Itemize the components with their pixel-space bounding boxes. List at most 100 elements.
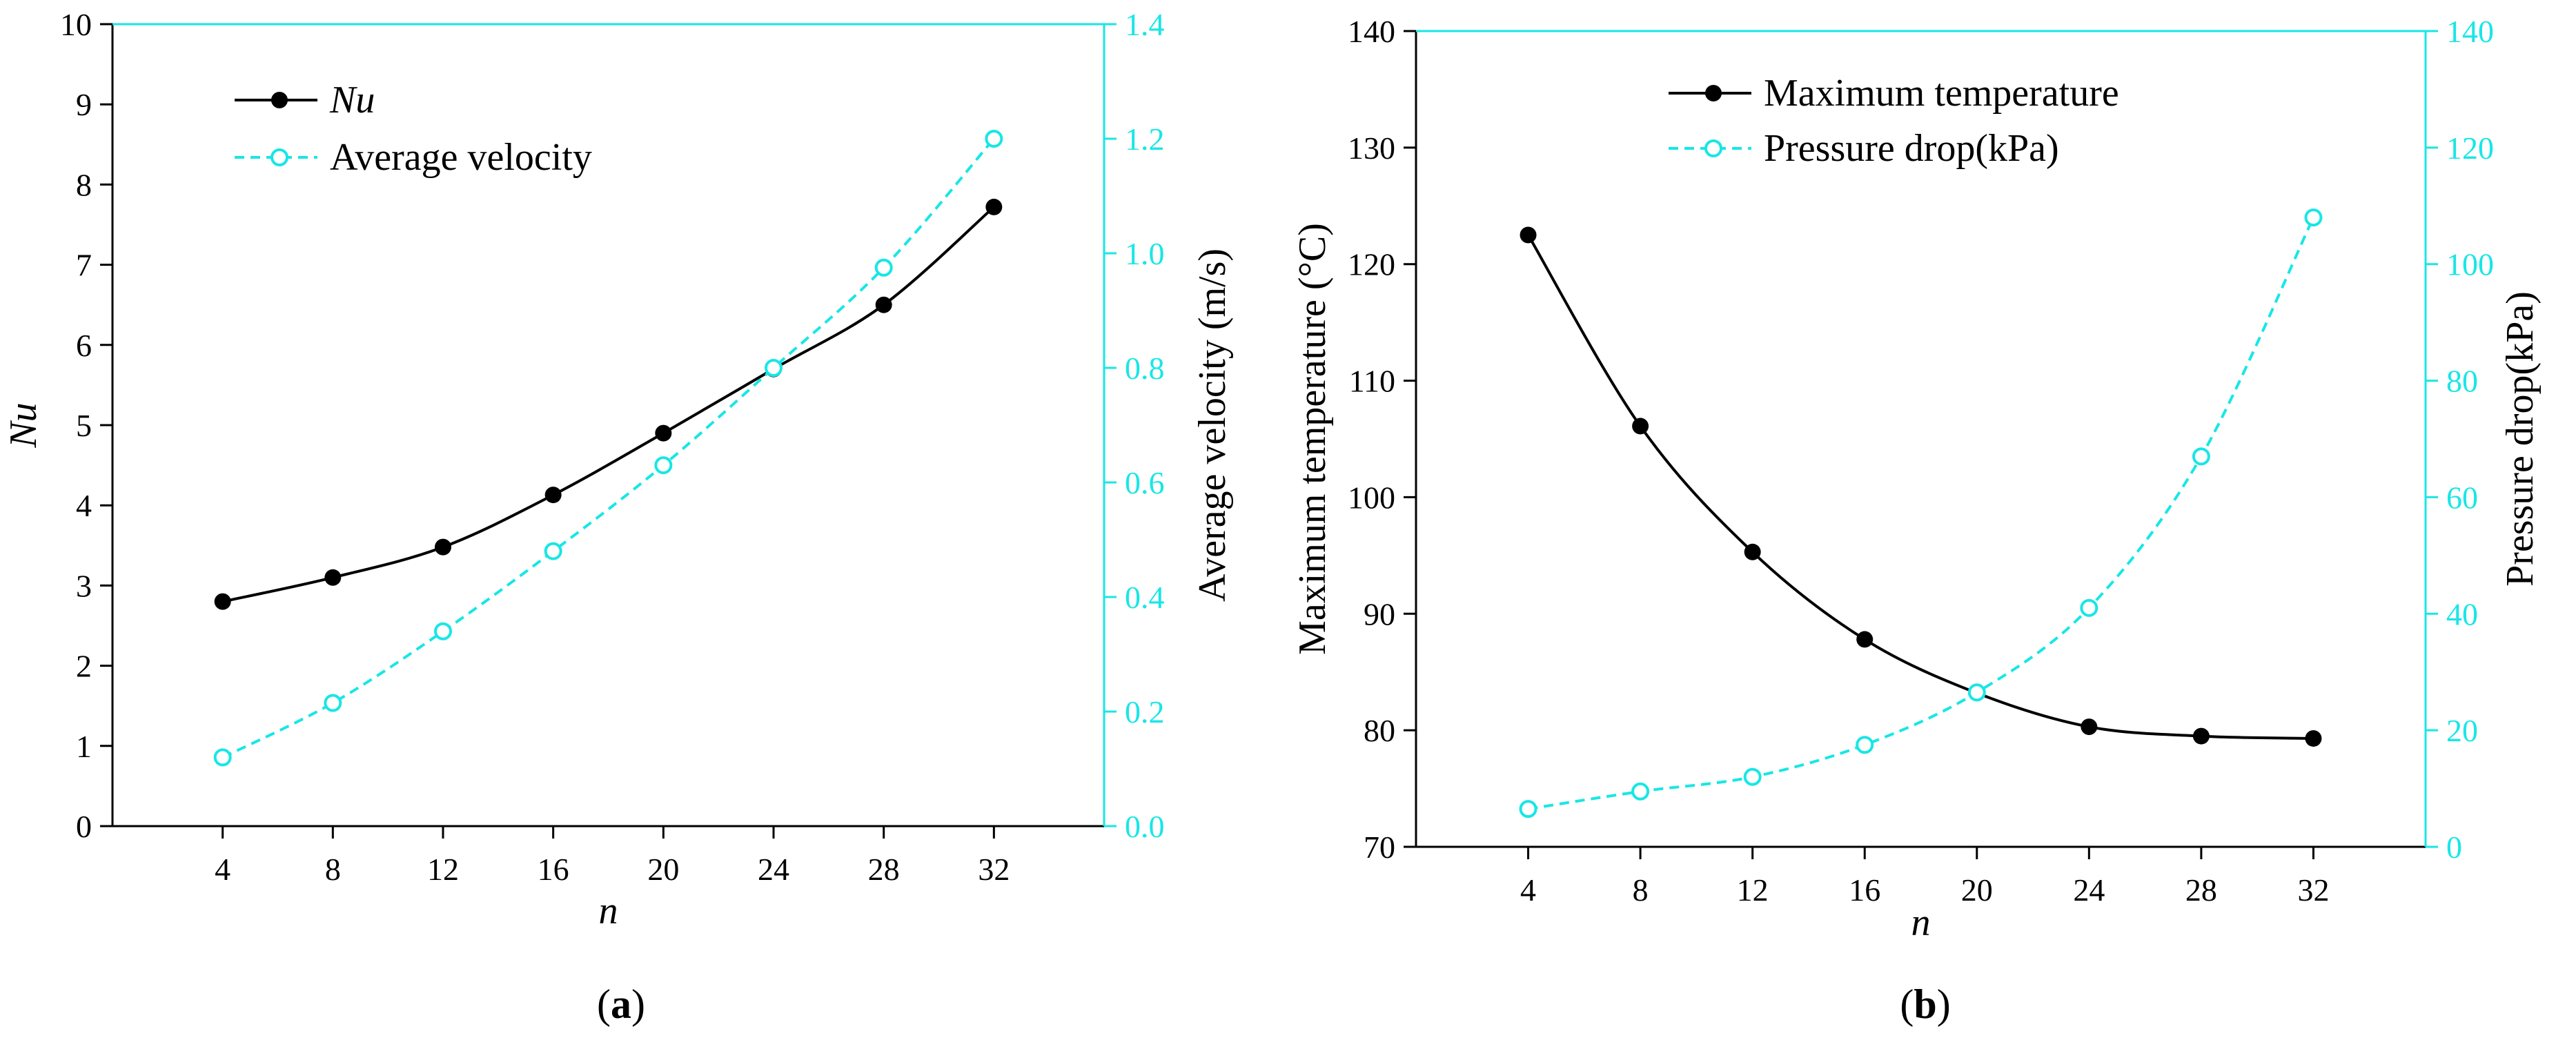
y-right-tick-label: 1.0 [1125,236,1165,271]
x-tick-label: 28 [2185,872,2217,908]
x-tick-label: 28 [868,852,900,887]
legend: Maximum temperature Pressure drop(kPa) [1669,72,2119,170]
panel-label-letter: b [1914,981,1936,1027]
y-right-tick-label: 0 [2446,830,2462,865]
data-point [1743,767,1762,786]
y-left-tick-label: 4 [76,488,92,523]
panel-label: (b) [1900,981,1950,1027]
legend-label: Maximum temperature [1764,72,2119,115]
y-left-tick-label: 6 [76,328,92,363]
data-point [435,538,451,556]
y-right-tick-label: 20 [2446,713,2478,748]
panel-label-close: ) [631,981,645,1027]
data-point [544,487,562,504]
data-point [213,748,232,767]
legend-marker [271,92,288,108]
y-left-tick-label: 0 [76,809,92,844]
y-left-tick-label: 1 [76,729,92,764]
y-right-tick-label: 0.0 [1125,809,1165,844]
data-point [214,593,231,610]
x-tick-label: 12 [427,852,459,887]
y-right-tick-label: 0.8 [1125,351,1165,386]
x-tick-label: 24 [2073,872,2105,908]
data-point [985,198,1003,215]
series-line [1528,217,2315,811]
x-tick-label: 24 [758,852,789,887]
y-left-tick-label: 90 [1364,596,1395,631]
series-0 [1520,226,2322,747]
x-tick-label: 12 [1737,872,1769,908]
data-point [1632,418,1649,435]
data-point [985,130,1003,148]
legend: Nu Average velocity [235,79,592,179]
series-1 [213,130,1003,767]
y-left-tick-label: 10 [60,7,92,42]
y-left-tick-label: 120 [1348,247,1395,282]
x-axis-title: n [1911,901,1931,944]
panel-label-close: ) [1937,981,1951,1027]
series-1 [1519,208,2323,819]
data-point [1520,226,1537,244]
panel-label-open: ( [597,981,611,1027]
y-left-axis-title: Nu [2,402,45,448]
data-point [875,296,892,313]
legend-marker [1705,85,1722,101]
x-tick-label: 32 [978,852,1010,887]
x-tick-label: 4 [215,852,230,887]
chart-panel-a: 4 8 12 16 20 24 28 320123456789100.00.20.40.60.… [2,7,1234,1027]
data-point [1631,782,1650,801]
y-left-tick-label: 2 [76,649,92,684]
x-tick-label: 8 [325,852,341,887]
data-point [324,694,342,712]
legend-label: Average velocity [330,136,592,179]
data-point [654,456,673,475]
y-left-tick-label: 5 [76,408,92,443]
y-left-tick-label: 140 [1348,14,1395,49]
x-tick-label: 20 [647,852,679,887]
data-point [1856,736,1874,754]
data-point [1744,543,1761,560]
y-right-tick-label: 100 [2446,247,2494,282]
x-tick-label: 8 [1633,872,1649,908]
y-right-tick-label: 120 [2446,130,2494,166]
legend-marker [1704,139,1722,157]
data-point [2080,598,2098,617]
x-tick-label: 16 [538,852,569,887]
legend-label: Nu [329,79,375,121]
data-point [1856,631,1874,648]
y-right-tick-label: 1.2 [1125,121,1165,157]
y-left-tick-label: 100 [1348,480,1395,515]
panel-label: (a) [597,981,645,1027]
chart-panel-b: 4 8 12 16 20 24 28 32 70 80 90 100 110 120 130 140 0 20 40… [1291,14,2541,1027]
y-left-tick-label: 7 [76,248,92,283]
y-left-tick-label: 9 [76,87,92,122]
y-right-tick-label: 80 [2446,364,2478,399]
y-left-tick-label: 8 [76,167,92,202]
data-point [2081,718,2098,736]
data-point [2192,727,2210,745]
x-tick-label: 32 [2297,872,2329,908]
data-point [434,622,452,640]
panel-label-letter: a [611,981,631,1027]
x-tick-label: 4 [1520,872,1536,908]
x-tick-label: 20 [1961,872,1993,908]
data-point [2192,447,2210,466]
data-point [874,258,893,277]
y-left-tick-label: 3 [76,568,92,603]
y-left-axis-title: Maximum temperature (°C) [1291,223,1334,655]
data-point [544,542,562,560]
series-line [222,137,995,759]
y-right-tick-label: 60 [2446,480,2478,515]
y-right-tick-label: 0.2 [1125,694,1165,729]
y-right-tick-label: 40 [2446,596,2478,631]
data-point [1519,800,1537,819]
series-line [1526,234,2314,740]
x-axis-title: n [599,890,618,932]
y-right-tick-label: 0.4 [1125,580,1165,615]
y-left-tick-label: 70 [1364,830,1395,865]
data-point [765,359,783,377]
y-right-tick-label: 0.6 [1125,465,1165,500]
y-right-axis-title: Average velocity (m/s) [1191,248,1234,602]
y-left-tick-label: 130 [1348,130,1395,166]
